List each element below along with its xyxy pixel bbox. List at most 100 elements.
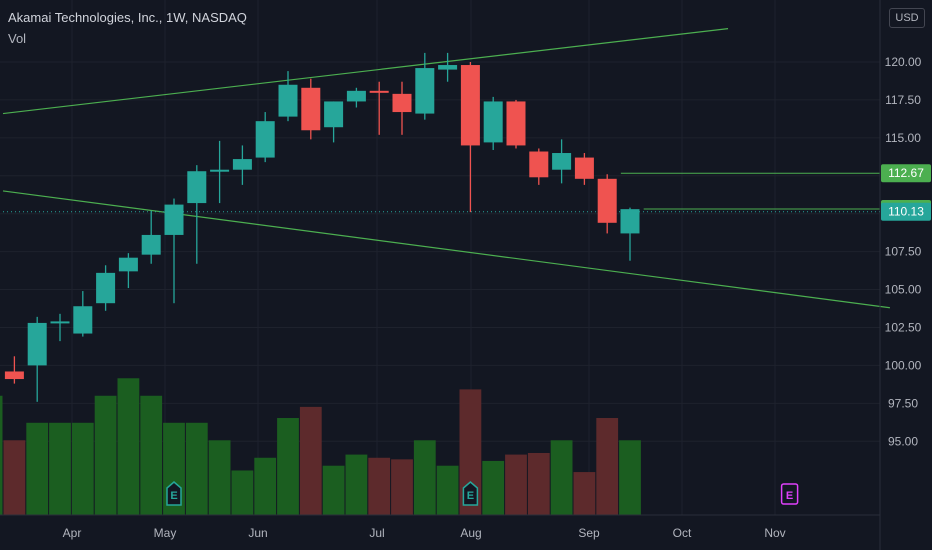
candle-body <box>415 68 435 114</box>
x-tick-label: Jun <box>248 526 267 540</box>
candle-body <box>574 157 594 179</box>
currency-button[interactable]: USD <box>889 8 925 28</box>
candle[interactable] <box>438 52 458 82</box>
candle-body <box>620 209 640 234</box>
volume-bar <box>49 422 71 515</box>
candle[interactable] <box>187 165 207 264</box>
candle-body <box>210 169 230 172</box>
candle-body <box>438 65 458 70</box>
x-axis-ticks: Apr May Jun Jul Aug Sep Oct Nov <box>63 526 786 540</box>
candle[interactable] <box>460 62 480 213</box>
candle[interactable] <box>392 81 412 135</box>
x-tick-label: Sep <box>578 526 600 540</box>
candle-body <box>506 101 526 146</box>
candle[interactable] <box>597 174 617 234</box>
volume-bar <box>185 422 208 515</box>
volume-bar <box>94 395 117 515</box>
earnings-badge-box <box>780 483 799 505</box>
price-badge-label: 112.67 <box>888 166 924 180</box>
y-tick-label: 115.00 <box>885 131 921 145</box>
volume-bar <box>3 440 26 515</box>
x-tick-label: May <box>154 526 177 540</box>
candle[interactable] <box>210 140 230 204</box>
volume-bar <box>550 440 573 515</box>
candle[interactable] <box>574 153 594 185</box>
x-tick-label: Aug <box>460 526 481 540</box>
volume-bar <box>0 395 3 515</box>
volume-indicator-label[interactable]: Vol <box>8 31 27 46</box>
y-tick-label: 95.00 <box>888 434 918 448</box>
candle[interactable] <box>346 87 366 108</box>
candle[interactable] <box>369 81 389 135</box>
candle-body <box>164 204 184 235</box>
volume-bar <box>277 418 299 515</box>
candle-body <box>552 153 572 170</box>
candle[interactable] <box>96 265 116 311</box>
candle[interactable] <box>141 210 161 264</box>
volume-bar <box>596 418 619 515</box>
trendline[interactable] <box>2 28 729 115</box>
candle-body <box>4 371 24 380</box>
candle-body <box>278 84 298 117</box>
price-badge <box>881 164 931 183</box>
volume-bar <box>413 440 436 515</box>
volume-bar <box>505 454 527 515</box>
candle[interactable] <box>50 313 70 342</box>
volume-bar <box>459 389 482 515</box>
candle-body <box>597 178 617 223</box>
candle[interactable] <box>27 316 47 402</box>
earnings-label: E <box>170 490 177 502</box>
earnings-badge-box <box>462 481 479 506</box>
candle[interactable] <box>529 148 549 185</box>
volume-bars <box>0 378 641 515</box>
candle-body <box>369 90 389 93</box>
candle[interactable] <box>415 52 435 120</box>
candle[interactable] <box>73 291 93 337</box>
candle[interactable] <box>483 96 503 150</box>
y-tick-label: 102.50 <box>885 320 922 334</box>
candle[interactable] <box>164 198 184 304</box>
candle-body <box>187 171 207 204</box>
volume-bar <box>322 465 345 515</box>
volume-bar <box>436 465 459 515</box>
volume-bar <box>619 440 641 515</box>
candle-body <box>27 322 47 366</box>
earnings-label: E <box>786 490 793 502</box>
y-tick-label: 100.00 <box>885 358 922 372</box>
candle[interactable] <box>506 99 526 149</box>
volume-bar <box>140 395 163 515</box>
y-tick-label: 117.50 <box>885 93 921 107</box>
price-levels <box>3 172 880 213</box>
volume-bar <box>26 422 49 515</box>
price-badge-label: 110.13 <box>888 205 924 219</box>
y-axis-ticks: 120.00117.50115.00112.50110.00107.50105.… <box>885 55 922 448</box>
candle[interactable] <box>552 139 572 184</box>
x-tick-label: Nov <box>764 526 785 540</box>
candle-body <box>529 151 549 178</box>
candle[interactable] <box>4 356 24 384</box>
price-badge <box>881 202 931 221</box>
earnings-marker[interactable]: E <box>166 481 182 506</box>
candle[interactable] <box>278 71 298 122</box>
candle-body <box>50 321 70 324</box>
candle-body <box>255 121 275 158</box>
chart-title: Akamai Technologies, Inc., 1W, NASDAQ <box>8 10 247 25</box>
trendline[interactable] <box>2 190 890 309</box>
earnings-marker[interactable]: E <box>462 481 479 506</box>
candle[interactable] <box>232 145 252 185</box>
candle-body <box>141 234 161 255</box>
candles <box>4 52 640 402</box>
volume-bar <box>71 422 94 515</box>
candle[interactable] <box>620 207 640 261</box>
candle-body <box>324 101 344 128</box>
candle[interactable] <box>301 78 321 140</box>
candle[interactable] <box>118 253 138 289</box>
y-tick-label: 120.00 <box>885 55 922 69</box>
candle[interactable] <box>324 101 344 143</box>
candle-body <box>460 65 480 146</box>
earnings-marker[interactable]: E <box>780 483 799 505</box>
x-tick-label: Oct <box>673 526 692 540</box>
candle[interactable] <box>255 112 275 163</box>
